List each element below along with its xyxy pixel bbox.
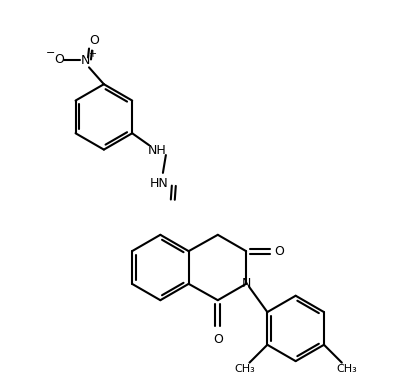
Text: N: N (242, 278, 251, 290)
Text: CH₃: CH₃ (234, 364, 255, 374)
Text: −: − (46, 47, 55, 58)
Text: NH: NH (148, 144, 166, 157)
Text: O: O (54, 53, 64, 66)
Text: O: O (89, 34, 99, 47)
Text: +: + (88, 49, 96, 59)
Text: CH₃: CH₃ (336, 364, 357, 374)
Text: O: O (274, 245, 284, 258)
Text: HN: HN (150, 177, 168, 190)
Text: O: O (213, 333, 223, 346)
Text: N: N (80, 54, 90, 67)
